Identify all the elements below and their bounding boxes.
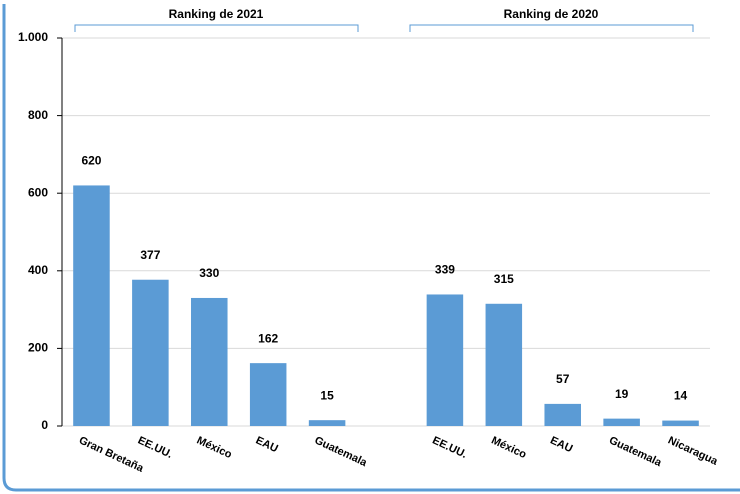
x-tick-label: México (489, 434, 528, 461)
x-tick-label: EE.UU. (136, 434, 174, 460)
bar (603, 418, 640, 426)
bracket (409, 24, 694, 32)
bracket (74, 24, 359, 32)
bar (249, 363, 287, 426)
x-tick-label: EE.UU. (430, 434, 468, 460)
bar (73, 185, 110, 426)
data-label: 620 (81, 154, 101, 168)
y-tick-label: 1.000 (18, 30, 48, 44)
bar (132, 279, 169, 426)
y-tick-label: 600 (28, 185, 48, 199)
y-tick-label: 800 (28, 108, 48, 122)
data-label: 339 (435, 263, 455, 277)
data-label: 330 (199, 266, 219, 280)
data-label: 315 (494, 272, 514, 286)
y-tick-label: 400 (28, 263, 48, 277)
x-tick-label: EAU (548, 434, 574, 455)
data-label: 19 (615, 387, 629, 401)
data-label: 14 (674, 389, 688, 403)
group-label: Ranking de 2021 (169, 7, 264, 21)
x-tick-label: EAU (254, 434, 280, 455)
data-label: 15 (320, 388, 334, 402)
bar (308, 420, 346, 426)
frame (2, 4, 740, 492)
y-tick-label: 0 (41, 418, 48, 432)
x-tick-label: Guatemala (313, 434, 370, 469)
group-label: Ranking de 2020 (504, 7, 599, 21)
x-tick-label: Nicaragua (666, 434, 720, 468)
data-label: 57 (556, 372, 570, 386)
bar (544, 403, 581, 426)
y-tick-label: 200 (28, 341, 48, 355)
bar (426, 294, 464, 426)
bar (662, 420, 699, 426)
bar (191, 297, 228, 426)
x-tick-label: Guatemala (607, 434, 664, 469)
x-tick-label: Gran Bretaña (77, 434, 146, 475)
x-tick-label: México (195, 434, 234, 461)
data-label: 162 (258, 331, 278, 345)
data-label: 377 (140, 248, 160, 262)
bar (485, 303, 523, 426)
